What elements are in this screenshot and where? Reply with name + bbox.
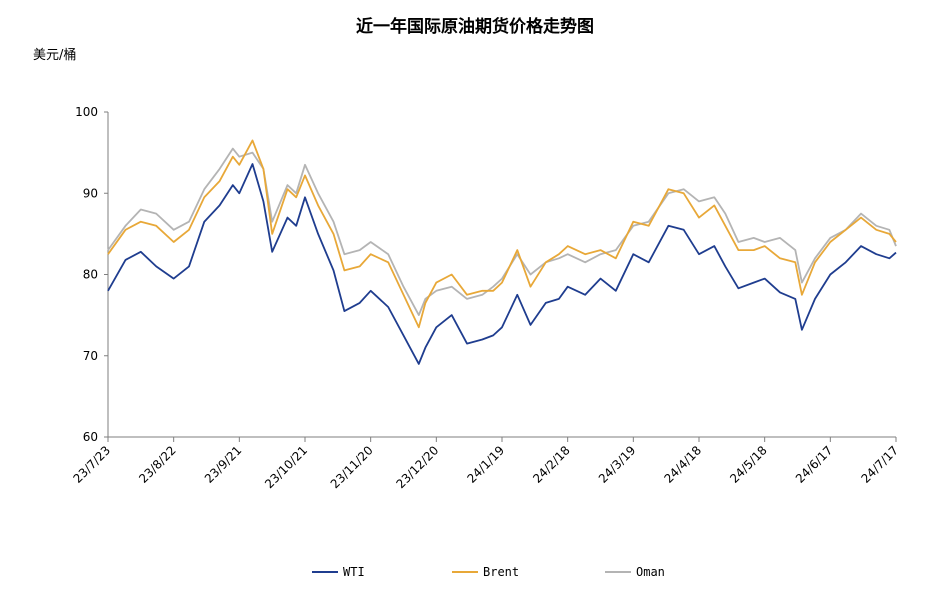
x-tick-label: 23/9/21: [202, 443, 245, 486]
legend-label-oman: Oman: [636, 565, 665, 579]
legend-label-brent: Brent: [483, 565, 519, 579]
legend: WTI Brent Oman: [312, 565, 665, 579]
chart-title: 近一年国际原油期货价格走势图: [356, 16, 594, 37]
x-tick-label: 24/7/17: [859, 443, 902, 486]
x-tick-label: 24/1/19: [465, 443, 508, 486]
x-axis: 23/7/23 23/8/22 23/9/21 23/10/21 23/11/20 23/…: [71, 436, 902, 491]
x-tick-label: 23/7/23: [71, 443, 114, 486]
x-tick-label: 23/11/20: [328, 443, 376, 491]
series-lines: [107, 139, 897, 365]
y-tick-label: 90: [83, 186, 98, 200]
x-tick-label: 23/8/22: [136, 443, 179, 486]
x-tick-label: 24/2/18: [530, 443, 573, 486]
series-line-brent: [107, 139, 897, 329]
y-unit-label: 美元/桶: [33, 48, 76, 63]
x-tick-label: 24/3/19: [596, 443, 639, 486]
y-tick-label: 100: [75, 105, 98, 119]
legend-label-wti: WTI: [343, 565, 365, 579]
y-axis: 60 70 80 90 100: [75, 105, 109, 444]
x-tick-label: 24/5/18: [727, 443, 770, 486]
x-tick-label: 23/12/20: [393, 443, 441, 491]
x-tick-label: 24/6/17: [793, 443, 836, 486]
x-tick-label: 23/10/21: [262, 443, 310, 491]
x-tick-label: 24/4/18: [662, 443, 705, 486]
y-tick-label: 60: [83, 430, 98, 444]
series-line-oman: [107, 147, 897, 317]
y-tick-label: 80: [83, 268, 98, 282]
y-tick-label: 70: [83, 349, 98, 363]
series-line-wti: [107, 163, 897, 365]
